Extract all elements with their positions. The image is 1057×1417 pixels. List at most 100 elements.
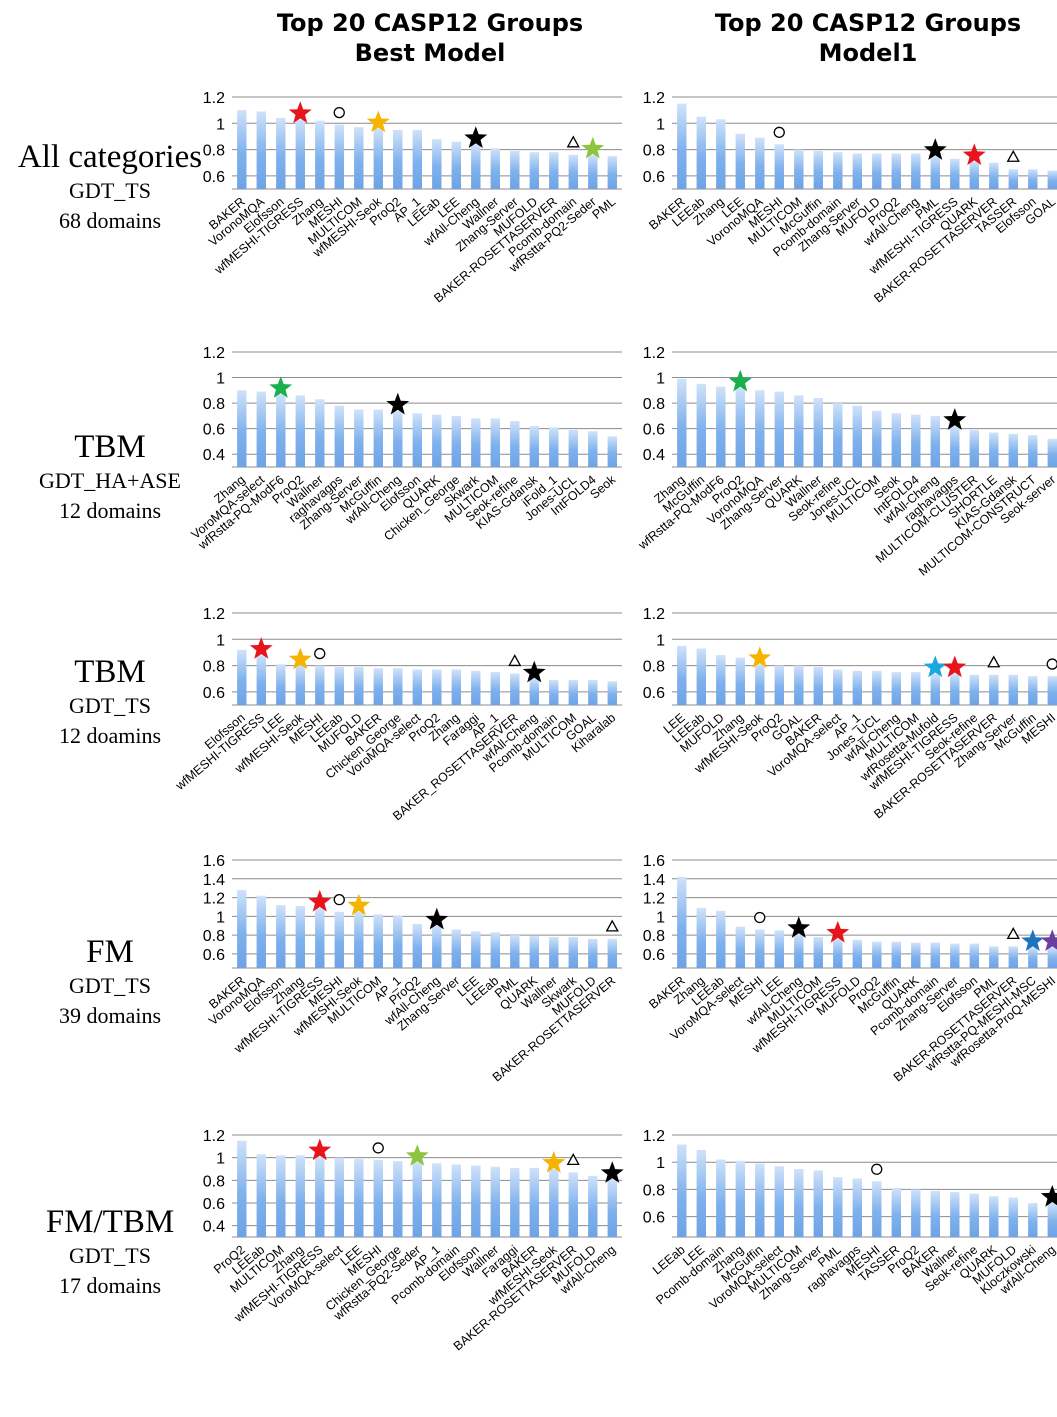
red-star-marker <box>308 889 332 912</box>
bar <box>334 405 344 467</box>
bar <box>568 429 578 467</box>
bar <box>471 670 481 705</box>
column-title-model1: Top 20 CASP12 Groups Model1 <box>703 8 1033 68</box>
y-tick-label: 0.6 <box>643 1210 665 1227</box>
bar <box>354 409 364 467</box>
bar <box>911 1189 921 1237</box>
bar <box>891 1188 901 1237</box>
y-tick-label: 1.2 <box>203 1128 225 1145</box>
y-tick-label: 0.6 <box>203 169 225 186</box>
bar <box>813 398 823 467</box>
bar <box>1028 676 1038 705</box>
plot-area: 1.210.80.60.4ZhangMcGuffinwfRstta-PQ-Mod… <box>635 345 1057 579</box>
row-label-domains: 68 domains <box>58 208 162 233</box>
bar <box>969 429 979 467</box>
y-tick-label: 0.4 <box>643 447 665 464</box>
bar <box>237 110 247 189</box>
bar <box>607 681 617 705</box>
row-label-domains: 17 domains <box>58 1273 162 1298</box>
y-tick-label: 1.2 <box>643 606 665 623</box>
bar <box>295 906 305 968</box>
bar <box>276 394 286 467</box>
bar <box>1008 1197 1018 1237</box>
y-tick-label: 1 <box>656 116 665 133</box>
y-tick-label: 1 <box>656 909 665 926</box>
bar <box>911 414 921 467</box>
bar <box>490 148 500 189</box>
bar <box>529 152 539 189</box>
black-star-marker <box>386 392 410 415</box>
red-star-marker <box>249 637 273 659</box>
row-label-all-categories: All categories GDT_TS 68 domains <box>0 138 220 236</box>
bar <box>735 926 745 968</box>
orange-star-marker <box>366 110 390 133</box>
bar <box>607 156 617 189</box>
row-label-main: TBM <box>74 429 146 465</box>
bar <box>794 934 804 968</box>
bar <box>872 1181 882 1237</box>
bar <box>568 680 578 705</box>
triangle-marker <box>508 654 522 667</box>
y-tick-label: 0.6 <box>643 169 665 186</box>
y-tick-label: 0.6 <box>643 947 665 964</box>
bar <box>588 938 598 968</box>
bar <box>716 655 726 705</box>
circle-marker <box>1046 658 1057 670</box>
bar <box>930 156 940 189</box>
bar <box>354 127 364 189</box>
blue-star-marker <box>1021 929 1045 951</box>
bar <box>813 937 823 968</box>
bar <box>354 666 364 705</box>
row-label-fm-tbm: FM/TBM GDT_TS 17 domains <box>0 1203 220 1301</box>
bar <box>295 665 305 705</box>
bar <box>833 938 843 968</box>
bar <box>852 939 862 968</box>
bar <box>393 129 403 189</box>
bar <box>716 910 726 968</box>
y-tick-label: 0.6 <box>203 947 225 964</box>
bar <box>911 672 921 705</box>
bar <box>677 378 687 467</box>
bar <box>588 431 598 467</box>
bar <box>237 1140 247 1237</box>
bar <box>471 1165 481 1237</box>
bar <box>373 1159 383 1237</box>
bar <box>1028 435 1038 467</box>
bar <box>813 150 823 189</box>
red-star-marker <box>308 1138 332 1161</box>
bar <box>412 129 422 189</box>
bar-chart-r0-c0: 1.210.80.6BAKERVoronoMQAElofssonwfMESHI-… <box>203 90 622 305</box>
bar <box>451 415 461 467</box>
bar <box>774 930 784 968</box>
bar <box>256 655 266 705</box>
bar <box>510 935 520 968</box>
y-tick-label: 1 <box>216 632 225 649</box>
bar <box>276 1155 286 1237</box>
bar <box>950 426 960 467</box>
bar <box>1028 169 1038 189</box>
bar <box>833 669 843 705</box>
column-title-line1: Top 20 CASP12 Groups <box>714 9 1022 37</box>
row-label-metric: GDT_TS <box>69 973 151 998</box>
bar <box>529 426 539 467</box>
bar <box>1047 947 1057 968</box>
y-tick-label: 0.6 <box>643 685 665 702</box>
bar <box>774 144 784 189</box>
triangle-marker <box>987 655 1001 668</box>
bar <box>1028 947 1038 968</box>
bar <box>490 418 500 467</box>
bar <box>969 943 979 968</box>
y-tick-label: 0.6 <box>203 1196 225 1213</box>
bar <box>315 1156 325 1237</box>
bar <box>891 413 901 467</box>
red-star-marker <box>288 101 312 124</box>
bar <box>315 399 325 467</box>
row-label-domains: 12 doamins <box>58 723 162 748</box>
bar <box>588 680 598 705</box>
y-tick-label: 1.2 <box>643 345 665 362</box>
purple-star-marker <box>1040 929 1057 951</box>
x-tick-label: PML <box>590 195 619 222</box>
y-tick-label: 1.6 <box>643 853 665 870</box>
bar <box>256 111 266 189</box>
bar <box>354 1158 364 1237</box>
